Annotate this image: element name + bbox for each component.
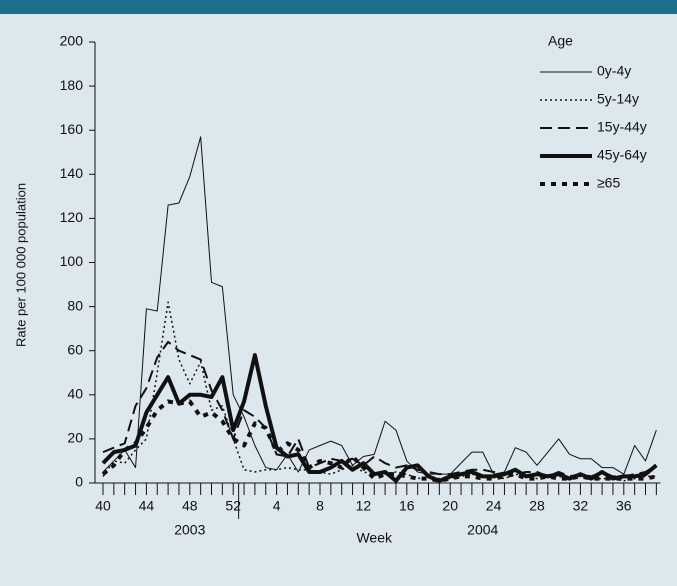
y-tick-label: 40 — [67, 386, 83, 402]
x-tick-label: 16 — [399, 498, 415, 514]
x-tick-label: 12 — [356, 498, 372, 514]
series-line — [101, 399, 657, 483]
legend-label: 15y-44y — [597, 119, 647, 135]
legend-label: ≥65 — [597, 175, 620, 191]
legend-label: 45y-64y — [597, 147, 647, 163]
y-tick-label: 120 — [60, 209, 84, 225]
y-axis-label: Rate per 100 000 population — [13, 183, 28, 347]
y-tick-label: 60 — [67, 341, 83, 357]
y-tick-label: 100 — [60, 253, 84, 269]
x-tick-label: 32 — [573, 498, 589, 514]
x-tick-label: 20 — [442, 498, 458, 514]
annotation: 2003 — [174, 522, 205, 538]
x-tick-label: 40 — [95, 498, 111, 514]
annotation: 2004 — [467, 522, 498, 538]
header-band — [0, 0, 677, 14]
y-tick-label: 200 — [60, 33, 84, 49]
x-tick-label: 24 — [486, 498, 502, 514]
y-tick-label: 140 — [60, 165, 84, 181]
x-tick-label: 44 — [139, 498, 155, 514]
y-tick-label: 160 — [60, 121, 84, 137]
legend-title: Age — [548, 33, 573, 49]
x-tick-label: 8 — [316, 498, 324, 514]
y-tick-label: 20 — [67, 430, 83, 446]
legend-label: 5y-14y — [597, 91, 639, 107]
series-line — [102, 136, 657, 475]
y-tick-label: 180 — [60, 77, 84, 93]
x-tick-label: 36 — [616, 498, 632, 514]
x-tick-label: 4 — [273, 498, 281, 514]
y-tick-label: 80 — [67, 297, 83, 313]
x-tick-label: 28 — [529, 498, 545, 514]
series-line — [102, 301, 657, 482]
annotation: Week — [356, 530, 393, 546]
x-tick-label: 48 — [182, 498, 198, 514]
series-line — [102, 340, 657, 478]
x-tick-label: 52 — [225, 498, 241, 514]
series-line — [101, 353, 658, 483]
y-tick-label: 0 — [75, 474, 83, 490]
legend-label: 0y-4y — [597, 63, 631, 79]
